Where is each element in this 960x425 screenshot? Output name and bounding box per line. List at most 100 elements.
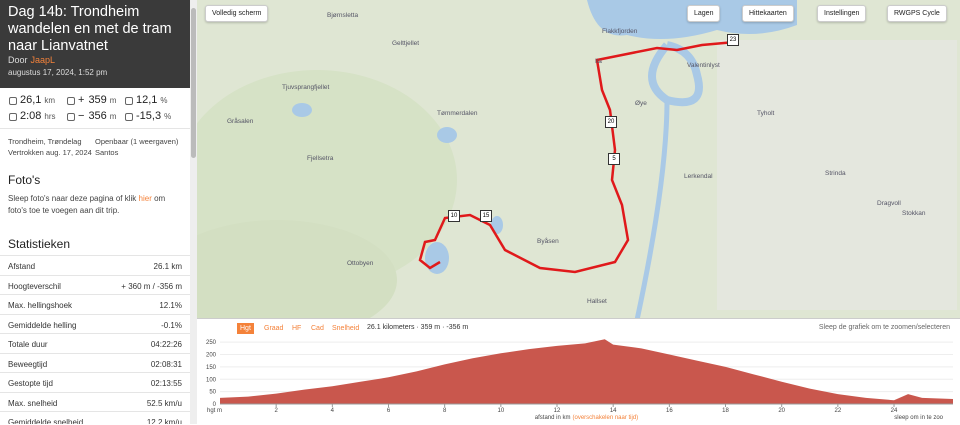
stat-value: 12.1% xyxy=(159,301,182,310)
text: Sleep foto's naar deze pagina of klik xyxy=(8,194,137,203)
place-label: Ottobyen xyxy=(347,260,374,267)
map[interactable]: Volledig scherm Lagen Hittekaarten Instelli… xyxy=(197,0,960,318)
x-tick-label: 16 xyxy=(666,408,673,414)
place-label: Øye xyxy=(635,100,647,107)
stat-row: Gestopte tijd 02:13:55 xyxy=(0,372,190,392)
stat-label: Gestopte tijd xyxy=(8,379,53,388)
chart-tab[interactable]: Cad xyxy=(311,325,324,332)
unit: % xyxy=(164,112,172,121)
chart-tab[interactable]: Snelheid xyxy=(332,325,360,332)
place-label: Fjellsetra xyxy=(307,155,334,162)
summary-item: −356 m xyxy=(78,110,116,122)
place-label: Valentinlyst xyxy=(687,62,720,69)
stat-value: + 360 m / -356 m xyxy=(121,281,182,291)
value: 12,1 xyxy=(136,94,158,106)
photos-heading: Foto's xyxy=(8,173,41,187)
place-label: Dragvoll xyxy=(877,200,901,207)
y-axis-label: hgt m xyxy=(207,408,222,414)
scroll-thumb[interactable] xyxy=(191,8,196,158)
x-tick-label: 24 xyxy=(891,408,898,414)
x-tick-label: 2 xyxy=(274,408,278,414)
chart-summary: 26.1 kilometers · 359 m · -356 m xyxy=(367,324,469,331)
text: om foto's toe te voegen aan dit trip. xyxy=(8,194,166,215)
stat-row: Totale duur 04:22:26 xyxy=(0,333,190,353)
stat-label: Max. hellingshoek xyxy=(8,301,73,310)
place-label: Tjuvsprangfjellet xyxy=(282,84,330,91)
author-line: Door JaapL xyxy=(8,55,55,65)
map-button[interactable]: Lagen xyxy=(687,5,721,22)
y-tick-label: 50 xyxy=(209,390,216,396)
stat-value: 02:13:55 xyxy=(150,379,182,388)
chart-tab[interactable]: Graad xyxy=(264,325,284,332)
elevation-area xyxy=(220,339,953,404)
stat-label: Beweegtijd xyxy=(8,359,48,369)
x-tick-label: 6 xyxy=(387,408,391,414)
place-label: Lerkendal xyxy=(684,173,713,180)
icon xyxy=(125,97,133,105)
stat-value: 12.2 km/u xyxy=(146,418,182,424)
unit: % xyxy=(160,96,168,105)
x-tick-label: 20 xyxy=(778,408,785,414)
summary-item: 12,1% xyxy=(136,94,168,106)
stat-row: Max. hellingshoek 12.1% xyxy=(0,294,190,314)
route-marker: 15 xyxy=(480,210,492,222)
map-button[interactable]: Volledig scherm xyxy=(205,5,269,22)
stat-value: 02:08:31 xyxy=(150,359,182,369)
sign: + xyxy=(78,94,85,106)
place-label: Gelttjellet xyxy=(392,40,420,47)
place-label: Strinda xyxy=(825,170,846,177)
sidebar: Dag 14b: Trondheim wandelen en met de tr… xyxy=(0,0,197,424)
header: Dag 14b: Trondheim wandelen en met de tr… xyxy=(0,0,190,88)
map-button[interactable]: RWGPS Cycle xyxy=(887,5,947,22)
stat-row: Max. snelheid 52.5 km/u xyxy=(0,391,190,412)
y-tick-label: 250 xyxy=(206,340,217,346)
meta-item: Openbaar (1 weergaven) xyxy=(95,137,179,146)
route-marker: 5 xyxy=(608,153,620,165)
scrollbar[interactable] xyxy=(190,0,197,424)
place-label: Gråsalen xyxy=(227,118,254,125)
stat-row: Hoogteverschil + 360 m / -356 m xyxy=(0,274,190,295)
axis-toggle[interactable]: (overschakelen naar tijd) xyxy=(572,415,638,421)
stat-row: Beweegtijd 02:08:31 xyxy=(0,352,190,373)
chart-tab[interactable]: HF xyxy=(292,325,302,332)
icon xyxy=(9,97,17,105)
divider xyxy=(0,128,190,129)
value: 356 xyxy=(88,110,107,122)
stat-row: Gemiddelde snelheid 12.2 km/u xyxy=(0,411,190,424)
link[interactable]: hier xyxy=(138,194,152,203)
meta-item: Santos xyxy=(95,148,119,157)
x-tick-label: 22 xyxy=(835,408,842,414)
icon xyxy=(9,113,17,121)
map-button[interactable]: Instellingen xyxy=(817,5,867,22)
value: 26,1 xyxy=(20,94,42,106)
summary-item: +359 m xyxy=(78,94,116,106)
unit: km xyxy=(44,96,56,105)
chart-tab[interactable]: Hgt xyxy=(237,323,254,334)
x-tick-label: 14 xyxy=(610,408,617,414)
unit: hrs xyxy=(44,112,56,121)
route-marker: 10 xyxy=(448,210,460,222)
place-label: Flakkfjorden xyxy=(602,28,638,35)
stat-label: Gemiddelde snelheid xyxy=(8,418,84,424)
x-tick-label: 10 xyxy=(497,408,504,414)
y-tick-label: 200 xyxy=(206,353,217,359)
place-label: Byåsen xyxy=(537,238,559,245)
summary-item: 26,1 km xyxy=(20,94,55,106)
zoom-hint: sleep om in te zoo xyxy=(894,415,943,421)
place-label: Tyholt xyxy=(757,110,775,117)
stat-label: Gemiddelde helling xyxy=(8,320,77,330)
trip-title: Dag 14b: Trondheim wandelen en met de tr… xyxy=(8,4,172,54)
summary-item: 2:08 hrs xyxy=(20,110,56,122)
stat-label: Hoogteverschil xyxy=(8,281,61,291)
stat-value: 52.5 km/u xyxy=(146,398,182,408)
y-tick-label: 150 xyxy=(206,365,217,371)
icon xyxy=(67,113,75,121)
place-label: Stokkan xyxy=(902,210,926,217)
y-tick-label: 100 xyxy=(206,377,217,383)
map-button[interactable]: Hittekaarten xyxy=(742,5,794,22)
photos-text: Sleep foto's naar deze pagina of klik hi… xyxy=(8,193,186,217)
author[interactable]: JaapL xyxy=(30,55,56,65)
value: 2:08 xyxy=(20,110,42,122)
stat-row: Gemiddelde helling -0.1% xyxy=(0,313,190,334)
